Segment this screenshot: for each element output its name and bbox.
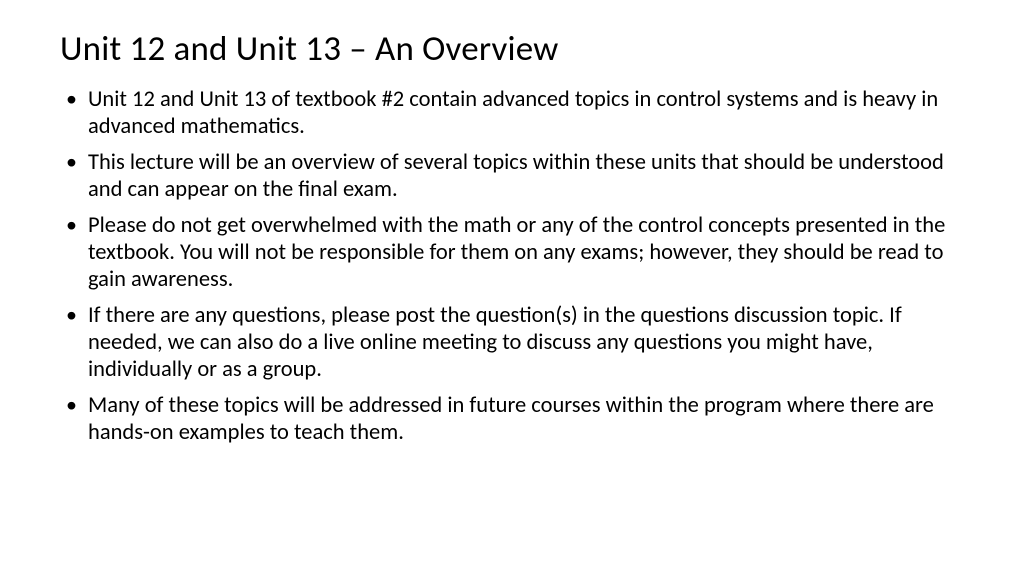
slide-title: Unit 12 and Unit 13 – An Overview — [60, 28, 964, 70]
bullet-item: If there are any questions, please post … — [60, 302, 964, 383]
bullet-item: Unit 12 and Unit 13 of textbook #2 conta… — [60, 86, 964, 140]
bullet-item: Please do not get overwhelmed with the m… — [60, 212, 964, 293]
slide: Unit 12 and Unit 13 – An Overview Unit 1… — [0, 0, 1024, 576]
bullet-list: Unit 12 and Unit 13 of textbook #2 conta… — [60, 86, 964, 446]
bullet-item: Many of these topics will be addressed i… — [60, 392, 964, 446]
bullet-item: This lecture will be an overview of seve… — [60, 149, 964, 203]
